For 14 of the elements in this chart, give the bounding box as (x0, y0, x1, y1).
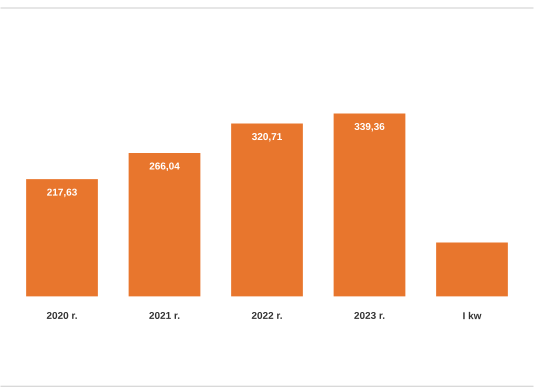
bar (231, 123, 303, 296)
data-label: 217,63 (47, 188, 77, 197)
x-tick-label: 2023 r. (354, 312, 384, 319)
x-tick-label: I kw (463, 312, 482, 320)
bar (128, 152, 200, 296)
x-tick-label: 2021 r. (149, 312, 180, 319)
data-label: 320,71 (252, 132, 282, 142)
data-label: 266,04 (150, 162, 180, 171)
data-label: 339,36 (354, 122, 384, 132)
x-tick-label: 2020 r. (46, 312, 77, 319)
bar (436, 242, 508, 296)
bar (26, 178, 98, 296)
bar (334, 113, 406, 296)
x-tick-label: 2022 r. (252, 312, 282, 319)
